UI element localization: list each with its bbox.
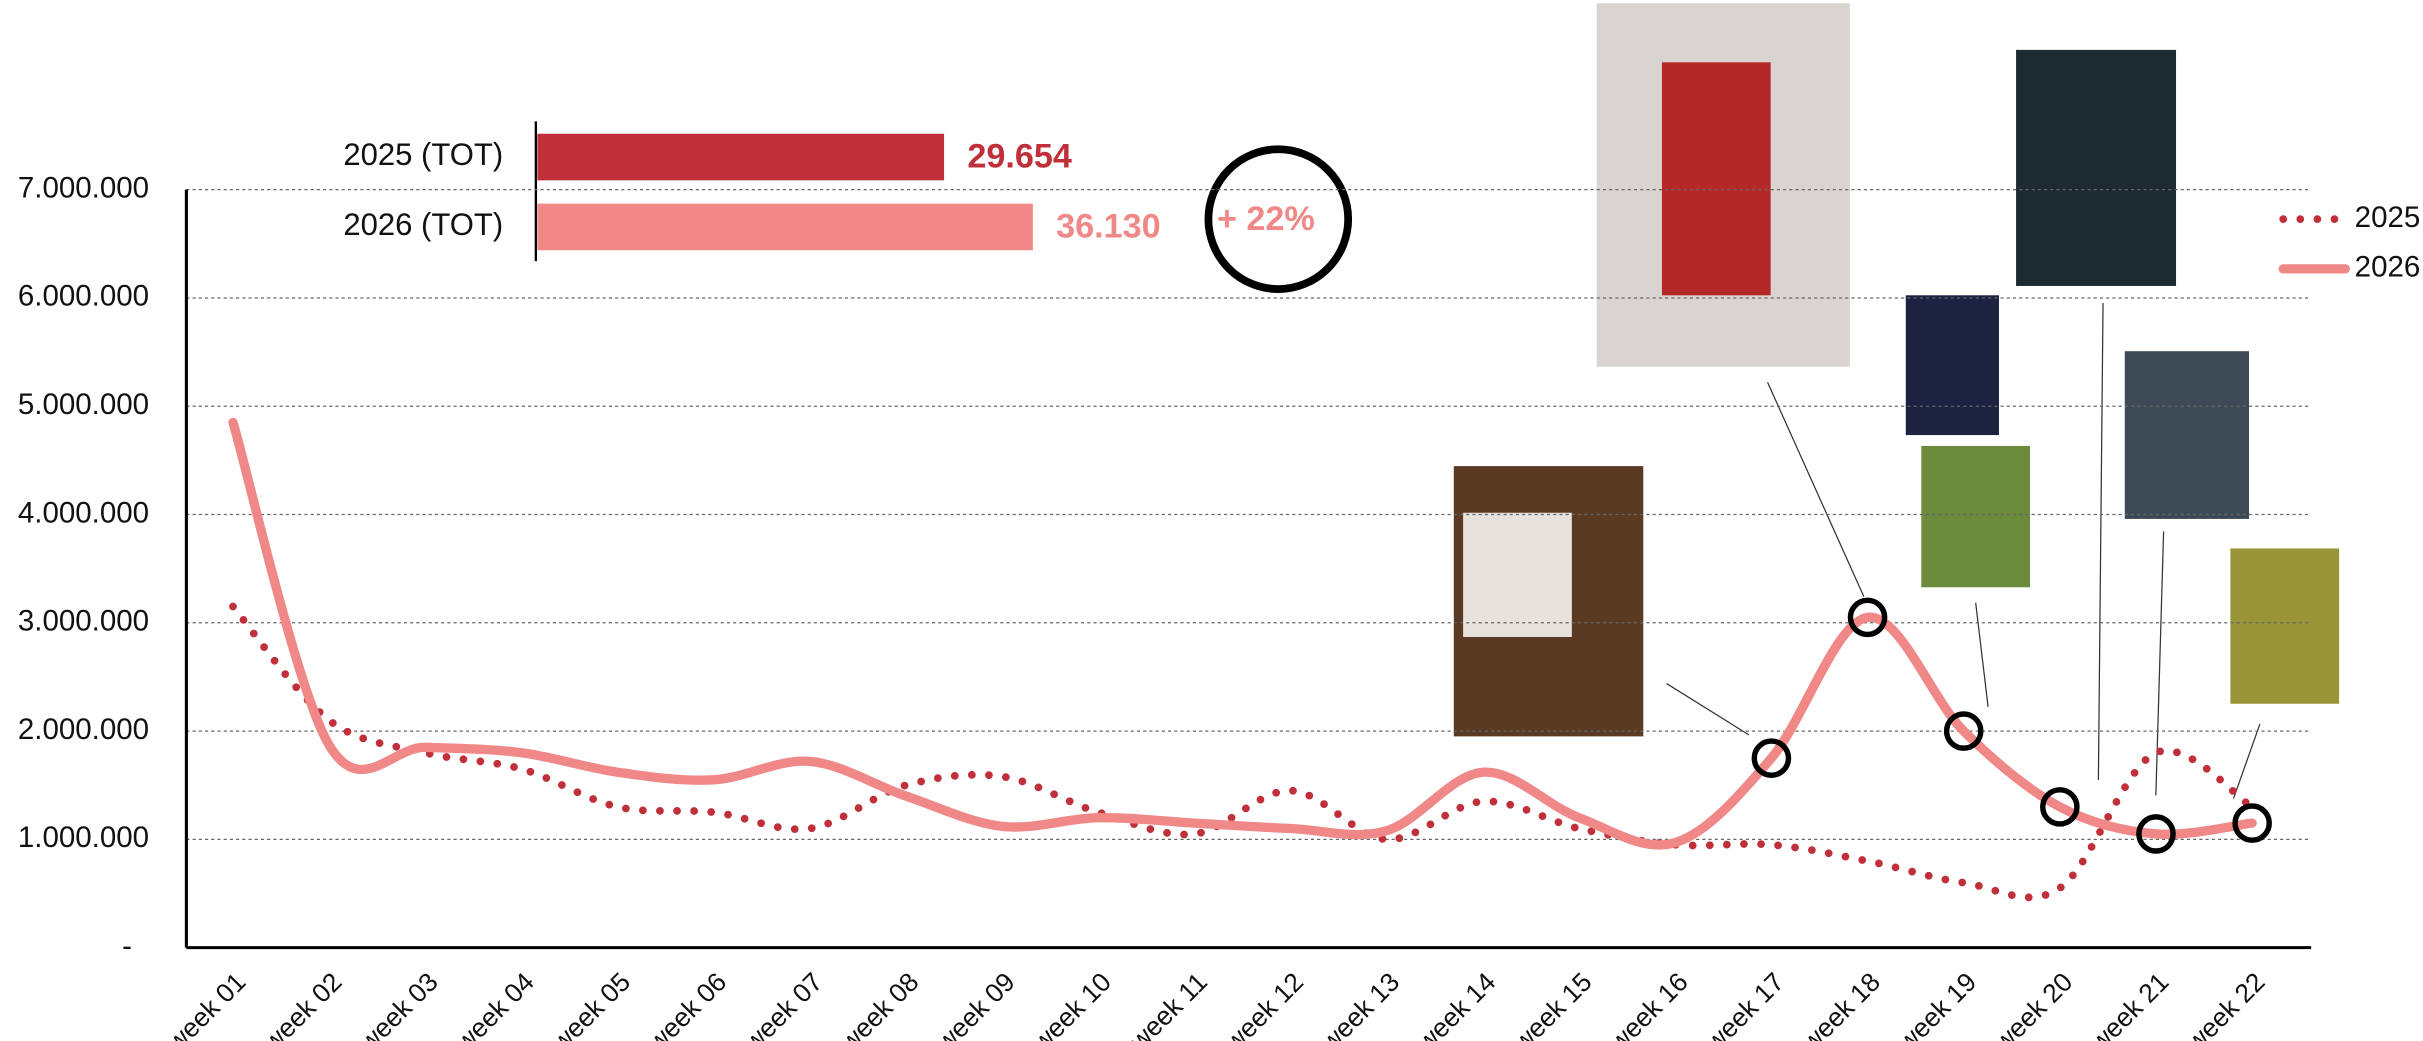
poster <box>2125 351 2249 519</box>
poster <box>1906 295 1999 435</box>
y-tick-label: 1.000.000 <box>18 821 149 854</box>
change-label: + 22% <box>1217 200 1315 238</box>
totals-label: 2025 (TOT) <box>343 137 503 172</box>
x-tick-label: week 15 <box>1506 967 1597 1041</box>
x-tick-label: week 22 <box>2179 967 2270 1041</box>
poster <box>1921 446 2030 587</box>
poster-figure <box>1463 513 1572 637</box>
y-tick-label: - <box>122 929 132 962</box>
connector <box>1976 603 1988 707</box>
legend-label: 2025 <box>2355 201 2421 234</box>
x-tick-label: week 09 <box>929 967 1020 1041</box>
x-tick-label: week 06 <box>641 967 732 1041</box>
totals-value: 29.654 <box>967 138 1071 176</box>
x-tick-label: week 16 <box>1602 967 1693 1041</box>
x-tick-label: week 12 <box>1218 967 1309 1041</box>
x-tick-label: week 10 <box>1025 967 1116 1041</box>
connector <box>1667 684 1749 735</box>
page: + 22% - 1.000.000 2.000.000 3.000.000 4.000.… <box>0 0 2423 1041</box>
x-tick-label: week 13 <box>1314 967 1405 1041</box>
x-tick-label: week 11 <box>1123 967 1213 1041</box>
x-tick-label: week 18 <box>1795 967 1886 1041</box>
x-tick-label: week 17 <box>1698 967 1789 1041</box>
x-tick-label: week 01 <box>160 967 251 1041</box>
x-tick-label: week 02 <box>256 967 347 1041</box>
x-tick-label: week 21 <box>2083 967 2174 1041</box>
y-tick-label: 4.000.000 <box>18 496 149 529</box>
x-tick-label: week 04 <box>448 967 539 1041</box>
totals-bar <box>537 204 1032 251</box>
x-tick-label: week 20 <box>1987 967 2078 1041</box>
x-tick-label: week 07 <box>737 967 828 1041</box>
legend-label: 2026 <box>2355 251 2421 284</box>
y-tick-label: 7.000.000 <box>18 171 149 204</box>
poster-figure <box>1662 62 1771 295</box>
connector <box>2234 724 2260 799</box>
posters <box>1454 3 2339 798</box>
connector <box>1768 382 1864 596</box>
x-tick-label: week 03 <box>352 967 443 1041</box>
totals-value: 36.130 <box>1056 208 1160 246</box>
y-tick-label: 2.000.000 <box>18 713 149 746</box>
x-tick-label: week 19 <box>1891 967 1982 1041</box>
y-tick-label: 6.000.000 <box>18 280 149 313</box>
totals-label: 2026 (TOT) <box>343 207 503 242</box>
poster <box>2016 50 2176 286</box>
x-tick-label: week 05 <box>545 967 636 1041</box>
totals-bar <box>537 134 944 181</box>
poster <box>2230 548 2339 703</box>
y-tick-label: 3.000.000 <box>18 605 149 638</box>
connector <box>2156 531 2164 795</box>
y-tick-label: 5.000.000 <box>18 388 149 421</box>
chart: + 22% - 1.000.000 2.000.000 3.000.000 4.000.… <box>0 0 2423 1041</box>
x-tick-label: week 08 <box>833 967 924 1041</box>
x-tick-label: week 14 <box>1410 967 1501 1041</box>
connector <box>2098 303 2103 780</box>
